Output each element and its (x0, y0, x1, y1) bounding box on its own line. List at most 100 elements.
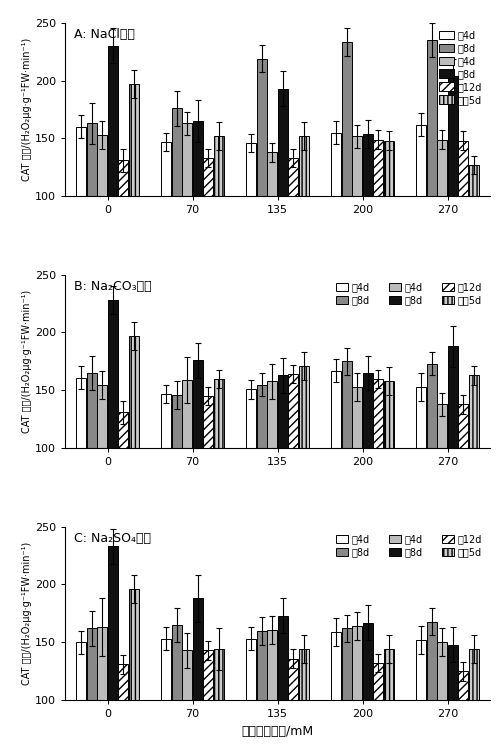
Legend: 盐4d, 盐8d, 旱4d, 旱8d, 旱12d, 复水5d: 盐4d, 盐8d, 旱4d, 旱8d, 旱12d, 复水5d (333, 279, 485, 308)
Bar (108, 546, 118, 753)
Bar (384, 141, 394, 312)
Bar (76, 378, 86, 564)
Bar (204, 651, 214, 753)
Bar (97, 135, 107, 312)
Bar (214, 649, 224, 753)
Bar (374, 663, 384, 753)
X-axis label: 钠盐处理浓度/mM: 钠盐处理浓度/mM (242, 725, 314, 738)
Bar (129, 589, 139, 753)
Bar (118, 664, 128, 753)
Bar (76, 642, 86, 753)
Bar (437, 642, 447, 753)
Bar (278, 616, 288, 753)
Bar (342, 629, 351, 753)
Y-axis label: CAT 活力/(H₂O₂μg·g⁻¹FW·min⁻¹): CAT 活力/(H₂O₂μg·g⁻¹FW·min⁻¹) (22, 38, 32, 181)
Bar (193, 360, 203, 564)
Bar (299, 366, 309, 564)
Bar (331, 370, 341, 564)
Bar (416, 124, 426, 312)
Bar (288, 659, 298, 753)
Legend: 盐4d, 盐8d, 旱4d, 旱8d, 旱12d, 复水5d: 盐4d, 盐8d, 旱4d, 旱8d, 旱12d, 复水5d (333, 532, 485, 560)
Bar (193, 599, 203, 753)
Bar (86, 373, 97, 564)
Bar (172, 625, 181, 753)
Y-axis label: CAT 活力/(H₂O₂μg·g⁻¹FW·min⁻¹): CAT 活力/(H₂O₂μg·g⁻¹FW·min⁻¹) (22, 290, 32, 433)
Bar (374, 139, 384, 312)
Bar (118, 413, 128, 564)
Bar (278, 89, 288, 312)
Bar (448, 645, 458, 753)
Bar (299, 136, 309, 312)
Bar (161, 639, 171, 753)
Text: A: NaCl处理: A: NaCl处理 (74, 28, 134, 41)
Bar (246, 143, 256, 312)
Bar (374, 379, 384, 564)
Bar (384, 381, 394, 564)
Bar (288, 158, 298, 312)
Bar (86, 629, 97, 753)
Bar (448, 76, 458, 312)
Bar (161, 142, 171, 312)
Bar (416, 640, 426, 753)
Bar (363, 623, 373, 753)
Bar (256, 385, 266, 564)
Bar (86, 123, 97, 312)
Bar (76, 127, 86, 312)
Bar (256, 631, 266, 753)
Legend: 盐4d, 盐8d, 旱4d, 旱8d, 旱12d, 复水5d: 盐4d, 盐8d, 旱4d, 旱8d, 旱12d, 复水5d (436, 27, 485, 108)
Bar (363, 373, 373, 564)
Bar (172, 108, 181, 312)
Bar (426, 40, 436, 312)
Bar (214, 136, 224, 312)
Bar (246, 639, 256, 753)
Bar (267, 630, 277, 753)
Bar (437, 404, 447, 564)
Bar (384, 649, 394, 753)
Bar (448, 346, 458, 564)
Bar (352, 136, 362, 312)
Bar (352, 626, 362, 753)
Bar (129, 84, 139, 312)
Bar (193, 121, 203, 312)
Bar (437, 139, 447, 312)
Bar (97, 627, 107, 753)
Bar (469, 649, 479, 753)
Bar (161, 394, 171, 564)
Bar (469, 165, 479, 312)
Text: B: Na₂CO₃处理: B: Na₂CO₃处理 (74, 280, 151, 293)
Bar (416, 387, 426, 564)
Bar (204, 158, 214, 312)
Bar (288, 374, 298, 564)
Bar (204, 396, 214, 564)
Bar (426, 364, 436, 564)
Bar (118, 160, 128, 312)
Bar (331, 632, 341, 753)
Bar (267, 152, 277, 312)
Bar (246, 389, 256, 564)
Bar (342, 42, 351, 312)
Bar (469, 375, 479, 564)
Bar (342, 361, 351, 564)
Bar (267, 381, 277, 564)
Bar (458, 404, 468, 564)
Bar (108, 300, 118, 564)
Text: C: Na₂SO₄处理: C: Na₂SO₄处理 (74, 532, 150, 544)
Bar (182, 123, 192, 312)
Bar (458, 141, 468, 312)
Bar (108, 46, 118, 312)
Bar (256, 59, 266, 312)
Bar (182, 380, 192, 564)
Bar (129, 336, 139, 564)
Y-axis label: CAT 活力/(H₂O₂μg·g⁻¹FW·min⁻¹): CAT 活力/(H₂O₂μg·g⁻¹FW·min⁻¹) (22, 541, 32, 685)
Bar (458, 672, 468, 753)
Bar (97, 385, 107, 564)
Bar (331, 133, 341, 312)
Bar (352, 387, 362, 564)
Bar (278, 375, 288, 564)
Bar (363, 134, 373, 312)
Bar (182, 651, 192, 753)
Bar (426, 621, 436, 753)
Bar (299, 649, 309, 753)
Bar (214, 379, 224, 564)
Bar (172, 395, 181, 564)
